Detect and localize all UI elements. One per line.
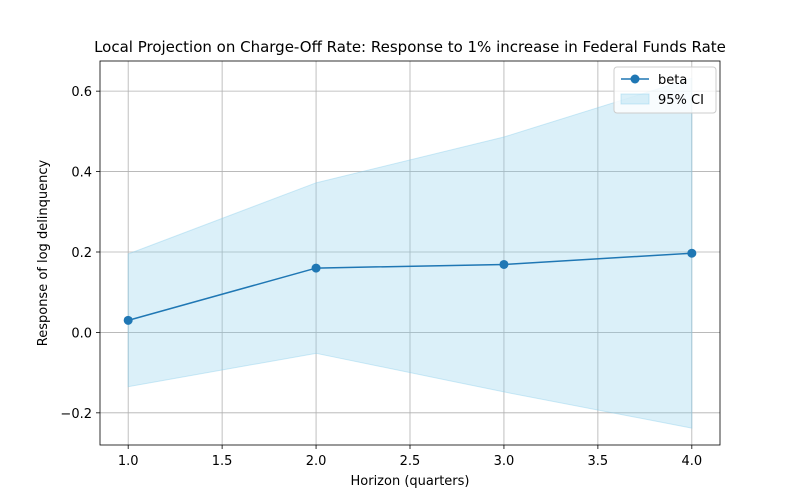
y-axis-label: Response of log delinquency <box>36 159 51 346</box>
x-tick-label: 2.5 <box>400 454 421 469</box>
y-tick-label: 0.6 <box>71 85 92 100</box>
chart-title: Local Projection on Charge-Off Rate: Res… <box>94 38 726 56</box>
data-point-beta <box>123 315 133 325</box>
y-tick-label: 0.0 <box>71 326 92 341</box>
confidence-band-layer <box>127 77 693 429</box>
y-tick-label: 0.4 <box>71 166 92 181</box>
series-line-beta <box>127 252 692 322</box>
x-axis-ticks: 1.0 1.5 2.0 2.5 3.0 3.5 4.0 <box>118 445 702 469</box>
grid <box>100 61 720 445</box>
y-tick-label: −0.2 <box>60 407 92 422</box>
legend-beta-label: beta <box>658 73 687 88</box>
data-point-beta <box>499 259 509 269</box>
data-point-beta <box>687 248 697 258</box>
series-layer <box>123 248 697 325</box>
confidence-band <box>127 77 693 429</box>
y-axis-ticks: −0.2 0.0 0.2 0.4 0.6 <box>60 85 100 422</box>
x-tick-label: 1.0 <box>118 454 139 469</box>
legend-ci-swatch-icon <box>620 93 650 105</box>
legend-ci-label: 95% CI <box>658 93 704 108</box>
x-tick-label: 3.5 <box>588 454 609 469</box>
x-tick-label: 4.0 <box>681 454 702 469</box>
x-tick-label: 3.0 <box>494 454 515 469</box>
data-point-beta <box>311 263 321 273</box>
legend-beta-marker-icon <box>630 74 640 84</box>
legend: beta 95% CI <box>613 66 717 114</box>
x-tick-label: 2.0 <box>306 454 327 469</box>
x-tick-label: 1.5 <box>212 454 233 469</box>
y-tick-label: 0.2 <box>71 246 92 261</box>
x-axis-label: Horizon (quarters) <box>351 474 470 489</box>
